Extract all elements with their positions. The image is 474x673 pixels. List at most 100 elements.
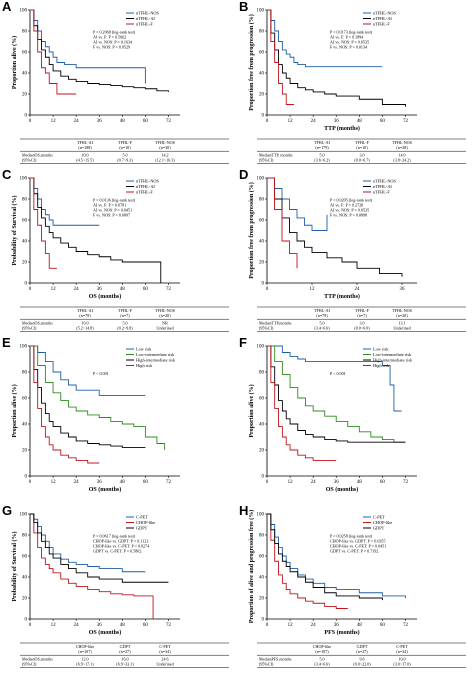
y-tick-label: 60: [22, 555, 28, 560]
table-cell: (3.4~6.6): [314, 662, 330, 667]
x-tick-label: 60: [143, 119, 149, 124]
x-tick-label: 48: [357, 623, 363, 628]
x-axis-label: OS (months): [326, 486, 359, 493]
series-line-low-risk: [30, 345, 146, 396]
table-cell: (95%CI): [259, 662, 274, 667]
x-tick-label: 0: [266, 480, 269, 485]
table-cell: (n=30): [159, 145, 171, 150]
table-cell: (6.9~17.1): [76, 662, 94, 667]
panel-h-chart: H 0 20 40 60 80 100 0 12 24 36 48 60 72 Proportion of …: [239, 504, 466, 668]
legend-entry: C-PET: [373, 515, 385, 520]
table-cell: (0.0~6.7): [354, 158, 370, 163]
p-value-text: P = 0.2068 (log-rank test): [93, 30, 136, 35]
table-cell: (n=188): [78, 145, 92, 150]
legend-entry: nTFHL-F: [136, 190, 153, 195]
table-cell: 12.0: [81, 656, 88, 661]
table-cell: MedianPFS,months: [259, 656, 292, 662]
legend-entry: nTFHL-F: [373, 190, 390, 195]
legend-entry: nTFHL-AI: [136, 184, 155, 189]
panel-label: B: [239, 0, 248, 14]
table-cell: CHOP-like: [313, 644, 332, 649]
legend-entry: Low risk: [136, 347, 152, 352]
p-value-text: AI vs. F: P = 0.0781: [93, 203, 126, 208]
legend-entry: GDPT: [373, 526, 385, 531]
panel-label: H: [239, 504, 248, 518]
series-line-high-risk: [30, 345, 100, 464]
series-line-gdpt: [30, 513, 169, 583]
y-tick-label: 60: [259, 555, 265, 560]
y-tick-label: 40: [259, 240, 265, 245]
x-tick-label: 72: [403, 623, 409, 628]
table-cell: (n=20): [159, 313, 171, 318]
legend-entry: nTFHL-AI: [373, 16, 392, 21]
y-tick-label: 80: [22, 198, 28, 203]
table-cell: (n=27): [119, 649, 131, 654]
table-cell: MedianOS,months: [22, 320, 53, 326]
legend-entry: nTFHL-AI: [136, 16, 155, 21]
y-tick-label: 20: [22, 597, 28, 602]
x-tick-label: 48: [120, 287, 126, 292]
x-tick-label: 36: [97, 480, 103, 485]
y-tick-label: 20: [259, 597, 265, 602]
table-cell: (95%CI): [259, 326, 274, 331]
y-tick-label: 0: [262, 618, 265, 623]
x-axis-label: TTP (months): [324, 293, 360, 300]
series-line-low-risk: [267, 345, 402, 412]
table-cell: (3.8~24.2): [393, 158, 411, 163]
p-value-text: AI vs. F: P = 0.2728: [330, 203, 363, 208]
table-cell: 10.0: [398, 656, 405, 661]
table-cell: (n=79): [79, 313, 91, 318]
panel-b: B 0 20 40 60 80 100 0 12 24 36 48 60 72 Proportion fre…: [237, 0, 474, 168]
table-cell: 24.6: [161, 656, 168, 661]
y-tick-label: 60: [259, 397, 265, 402]
y-tick-label: 100: [20, 513, 28, 518]
x-tick-label: 24: [74, 623, 80, 628]
x-tick-label: 60: [380, 119, 386, 124]
table-cell: 16.0: [121, 656, 128, 661]
y-tick-label: 40: [259, 423, 265, 428]
table-cell: (95%CI): [22, 326, 37, 331]
table-cell: Undefined: [156, 662, 173, 667]
panel-g-chart: G 0 20 40 60 80 100 0 12 24 36 48 60 72 Probability of…: [2, 504, 229, 668]
legend-entry: nTFHL-AI: [373, 184, 392, 189]
panel-e-chart: E 0 20 40 60 80 100 0 12 24 36 48 60 72 Proportion ali…: [2, 336, 180, 493]
x-tick-label: 72: [166, 119, 172, 124]
table-cell: CHOP-like: [76, 644, 95, 649]
table-cell: (4.5~15.5): [76, 158, 94, 163]
y-tick-label: 100: [20, 177, 28, 182]
table-cell: 5.0: [122, 152, 127, 157]
x-tick-label: 36: [334, 480, 340, 485]
series-line-chop-like: [267, 513, 348, 609]
y-tick-label: 100: [257, 177, 265, 182]
p-value-text: F vs. NOS: P = 0.0134: [330, 45, 367, 50]
legend-entry: nTFHL-NOS: [373, 179, 397, 184]
table-cell: MedianOS,months: [22, 152, 53, 158]
table-cell: (n=20): [396, 313, 408, 318]
p-value-text: F vs. NOS: P = 0.0098: [330, 213, 367, 218]
legend-entry: High risk: [373, 363, 390, 368]
series-line-low-intermediate-risk: [267, 345, 406, 443]
x-tick-label: 24: [74, 287, 80, 292]
table-cell: MedianOS,months: [22, 656, 53, 662]
table-cell: Undefined: [393, 326, 410, 331]
x-tick-label: 60: [143, 623, 149, 628]
x-tick-label: 0: [29, 623, 32, 628]
table-cell: TFHL-F: [355, 140, 370, 145]
y-tick-label: 40: [259, 72, 265, 77]
y-tick-label: 0: [262, 282, 265, 287]
series-line-ntfhl-nos: [267, 9, 383, 68]
y-tick-label: 60: [259, 51, 265, 56]
legend-entry: nTFHL-NOS: [373, 11, 397, 16]
table-cell: 3.0: [359, 320, 364, 325]
series-line-high-intermediate-risk: [267, 345, 406, 443]
y-tick-label: 0: [25, 475, 28, 480]
x-tick-label: 48: [120, 623, 126, 628]
y-tick-label: 40: [22, 576, 28, 581]
x-tick-label: 48: [357, 480, 363, 485]
table-cell: 9.6: [359, 656, 364, 661]
table-cell: NR: [162, 320, 168, 325]
table-cell: (n=27): [356, 649, 368, 654]
x-tick-label: 24: [311, 119, 317, 124]
y-tick-label: 40: [22, 423, 28, 428]
table-cell: (0.2~9.8): [117, 326, 133, 331]
